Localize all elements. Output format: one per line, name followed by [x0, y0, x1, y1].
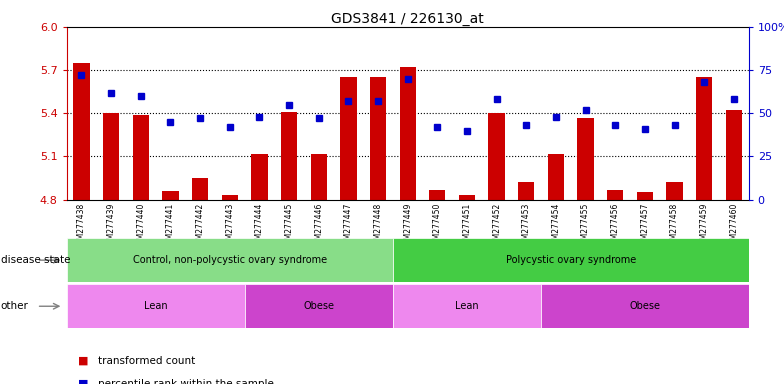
Text: ■: ■: [78, 356, 89, 366]
Text: Polycystic ovary syndrome: Polycystic ovary syndrome: [506, 255, 636, 265]
Bar: [132, 115, 149, 200]
Bar: [666, 182, 683, 200]
Text: GDS3841 / 226130_at: GDS3841 / 226130_at: [332, 12, 484, 25]
Bar: [459, 195, 475, 200]
Bar: [393, 284, 541, 328]
Bar: [429, 190, 445, 200]
Text: ■: ■: [78, 379, 89, 384]
Bar: [637, 192, 653, 200]
Bar: [607, 190, 623, 200]
Bar: [541, 284, 749, 328]
Bar: [67, 284, 245, 328]
Bar: [400, 67, 416, 200]
Bar: [67, 238, 393, 282]
Bar: [310, 154, 327, 200]
Bar: [340, 77, 357, 200]
Bar: [245, 284, 393, 328]
Bar: [726, 111, 742, 200]
Text: Lean: Lean: [456, 301, 479, 311]
Bar: [281, 112, 297, 200]
Bar: [162, 191, 179, 200]
Bar: [488, 113, 505, 200]
Bar: [696, 77, 713, 200]
Text: disease state: disease state: [1, 255, 71, 265]
Bar: [251, 154, 267, 200]
Bar: [578, 118, 593, 200]
Text: Control, non-polycystic ovary syndrome: Control, non-polycystic ovary syndrome: [132, 255, 327, 265]
Bar: [518, 182, 535, 200]
Bar: [370, 77, 387, 200]
Text: transformed count: transformed count: [98, 356, 195, 366]
Bar: [222, 195, 238, 200]
Text: Obese: Obese: [303, 301, 334, 311]
Bar: [103, 113, 119, 200]
Bar: [192, 178, 209, 200]
Text: Lean: Lean: [143, 301, 168, 311]
Text: Obese: Obese: [630, 301, 660, 311]
Bar: [393, 238, 749, 282]
Text: other: other: [1, 301, 29, 311]
Text: percentile rank within the sample: percentile rank within the sample: [98, 379, 274, 384]
Bar: [74, 63, 89, 200]
Bar: [548, 154, 564, 200]
